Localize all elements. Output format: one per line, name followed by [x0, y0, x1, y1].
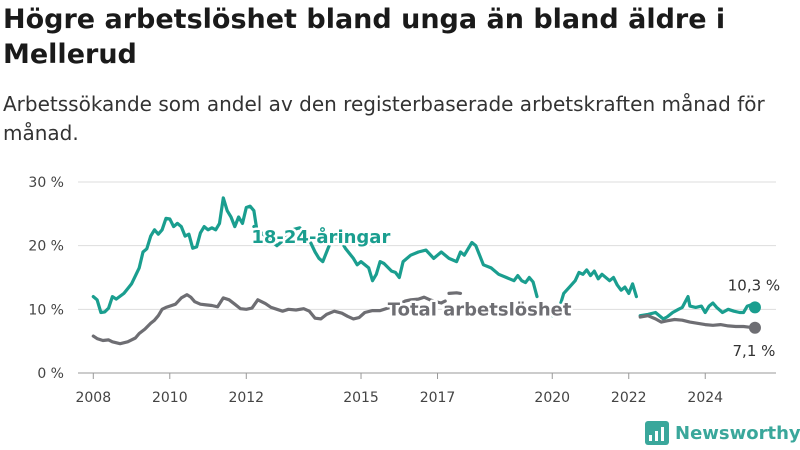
end-point [748, 301, 761, 314]
page-title: Högre arbetslöshet bland unga än bland ä… [3, 4, 726, 70]
x-tick-label: 2017 [420, 390, 456, 406]
x-tick-label: 2022 [611, 390, 647, 406]
series-line [447, 291, 463, 295]
series-name-label: 18-24-åringar [251, 226, 390, 248]
series-1 [91, 291, 761, 346]
series-line [91, 293, 447, 346]
brand-name: Newsworthy [675, 422, 800, 444]
series-name-label: Total arbetslöshet [388, 300, 572, 321]
x-tick-label: 2010 [152, 390, 188, 406]
line-chart: 0 % 10 % 20 % 30 % 2008 2010 2012 2015 2017 2020… [28, 175, 780, 406]
series-line [638, 295, 757, 321]
newsworthy-logo: Newsworthy [645, 421, 800, 445]
x-tick-label: 2012 [228, 390, 264, 406]
series-0 [91, 196, 761, 321]
y-tick-label: 20 % [28, 239, 64, 255]
series-labels: 10,3 % 7,1 % 18-24-åringar Total arbetslösh… [249, 224, 780, 360]
series-line [543, 268, 638, 318]
y-tick-label: 10 % [28, 302, 64, 318]
bar-chart-icon [645, 421, 669, 445]
y-tick-label: 0 % [37, 366, 64, 382]
y-axis-ticks: 0 % 10 % 20 % 30 % [28, 175, 64, 382]
x-tick-label: 2020 [534, 390, 570, 406]
y-tick-label: 30 % [28, 175, 64, 191]
x-tick-label: 2024 [687, 390, 723, 406]
x-axis-ticks: 2008 2010 2012 2015 2017 2020 2022 2024 [75, 373, 723, 406]
series-line [91, 196, 260, 315]
x-tick-label: 2015 [343, 390, 379, 406]
end-point [748, 321, 761, 334]
series-line [638, 314, 757, 330]
grid-lines [78, 181, 776, 374]
series-line [252, 225, 539, 299]
page-subtitle: Arbetssökande som andel av den registerb… [3, 92, 765, 145]
x-tick-label: 2008 [75, 390, 111, 406]
end-value-label: 10,3 % [728, 276, 780, 294]
end-value-label: 7,1 % [733, 342, 776, 360]
series-lines [91, 196, 761, 346]
